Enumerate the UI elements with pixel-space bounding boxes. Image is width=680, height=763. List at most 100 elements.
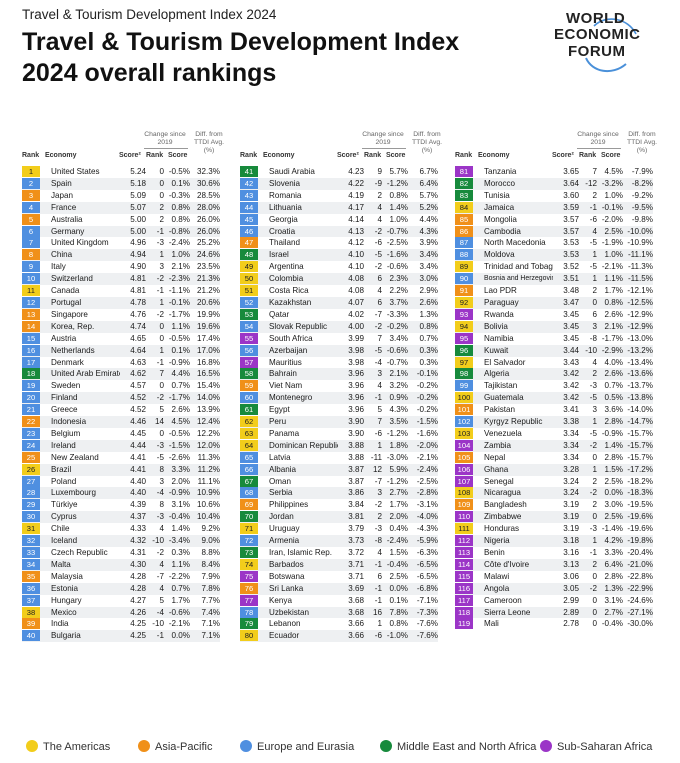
change-score-cell: 0.9% [382,392,408,405]
change-score-cell: 2.0% [171,476,190,486]
header-change-group: Change since 2019 [577,131,619,146]
rank-badge: 33 [22,547,40,558]
change-rank-cell: 1 [579,249,597,262]
score-cell: 3.24 [553,487,579,500]
rank-badge: 82 [455,177,473,189]
change-rank-cell: 0 [579,511,597,524]
rank-badge: 98 [455,368,473,380]
score-cell: 4.31 [130,548,146,557]
economy-cell: Belgium [51,428,81,438]
economy-cell: Portugal [46,296,120,309]
header-divider [362,148,406,149]
economy-cell: Venezuela [484,428,522,438]
change-rank-cell: -1 [364,392,382,405]
table-row: 84 Jamaica 3.59 -1 -0.1% -9.5% [455,201,653,214]
economy-cell: Peru [264,416,338,428]
change-rank-cell: -12 [579,177,597,190]
economy-cell: China [46,249,120,262]
legend-dot-icon [540,740,552,752]
change-score-cell: -0.7% [382,225,408,238]
header-economy: Economy [478,152,510,159]
table-row: 6 Germany 5.00 -1 -0.8% 26.0% [22,225,220,238]
rank-badge: 31 [22,523,40,535]
score-cell: 2.89 [553,606,579,619]
rank-cell: 76 [240,582,264,595]
rank-badge: 35 [22,570,40,582]
score-cell: 3.47 [553,296,579,309]
rank-cell: 101 [455,404,479,416]
change-rank-cell: 12 [364,463,382,476]
change-rank-cell: -2 [146,273,164,286]
score-cell: 4.10 [338,249,364,262]
score-cell: 4.64 [120,344,146,357]
score-cell: 4.39 [130,500,146,510]
rank-cell: 49 [240,261,264,273]
score-cell: 3.59 [553,201,579,214]
diff-avg-cell: 17.4% [197,333,220,343]
rank-cell: 58 [240,368,264,381]
diff-avg-cell: -14.0% [627,405,653,415]
table-row: 50 Colombia 4.08 6 2.3% 3.0% [240,273,438,286]
diff-avg-cell: -13.4% [627,357,653,367]
rank-cell: 112 [455,535,479,547]
table-row: 55 South Africa 3.99 7 3.4% 0.7% [240,332,438,345]
rank-cell: 99 [455,380,479,392]
rank-cell: 3 [22,189,46,202]
change-rank-cell: -1 [374,595,382,605]
economy-cell: Tunisia [484,190,510,200]
ranking-table: 41 Saudi Arabia 4.23 9 5.7% 6.7% 42 Slovenia 4.2… [240,166,438,643]
change-score-cell: -0.2% [382,320,408,333]
score-cell: 2.99 [563,595,579,605]
change-score-cell: 2.8% [604,571,623,581]
score-cell: 3.51 [553,273,579,286]
header-change-score: Score [601,152,621,159]
score-cell: 3.96 [348,405,364,415]
change-score-cell: -2.0% [601,214,623,224]
change-rank-cell: 3 [159,262,164,272]
score-cell: 3.18 [553,535,579,547]
diff-avg-cell: -22.8% [627,571,653,581]
change-score-cell: 1.5% [597,463,623,476]
legend-label: The Americas [43,741,111,753]
change-rank-cell: 5 [159,405,164,415]
economy-cell: Georgia [269,214,298,224]
economy-cell: Switzerland [46,273,120,286]
score-cell: 3.96 [338,392,364,405]
change-rank-cell: 0 [159,428,164,438]
rank-badge: 66 [240,463,258,475]
rank-badge: 8 [22,249,40,261]
economy-cell: Algeria [479,368,553,381]
score-cell: 4.14 [348,214,364,224]
rank-badge: 90 [455,273,473,285]
diff-avg-cell: -19.6% [627,524,653,534]
change-rank-cell: -10 [579,344,597,357]
title-line-1: Travel & Tourism Development Index [22,28,460,56]
rank-cell: 93 [455,308,479,321]
rank-cell: 119 [455,618,479,630]
economy-cell: Germany [46,225,120,238]
change-score-cell: 1.7% [604,286,623,296]
table-row: 20 Finland 4.52 -2 -1.7% 14.0% [22,392,220,405]
score-cell: 3.69 [338,582,364,595]
economy-cell: Romania [269,190,302,200]
score-cell: 4.78 [120,296,146,309]
score-cell: 3.34 [563,452,579,462]
legend-item: The Americas [26,739,110,755]
change-rank-cell: 1 [579,463,597,476]
diff-avg-cell: -24.6% [627,595,653,605]
table-row: 103 Venezuela 3.34 -5 -0.9% -15.7% [455,427,653,440]
score-cell: 4.08 [348,286,364,296]
change-score-cell: 1.3% [597,582,623,595]
score-cell: 3.34 [553,439,579,452]
legend-item: Sub-Saharan Africa [540,739,652,755]
economy-cell: Montenegro [264,392,338,405]
economy-cell: Indonesia [46,416,120,428]
score-cell: 4.10 [348,262,364,272]
economy-cell: Poland [51,476,77,486]
diff-avg-cell: -13.7% [627,381,653,391]
change-rank-cell: -5 [589,262,597,272]
rank-cell: 65 [240,451,264,464]
score-cell: 3.84 [348,500,364,510]
diff-avg-cell: -9.8% [631,214,653,224]
diff-avg-cell: 20.6% [190,296,220,309]
